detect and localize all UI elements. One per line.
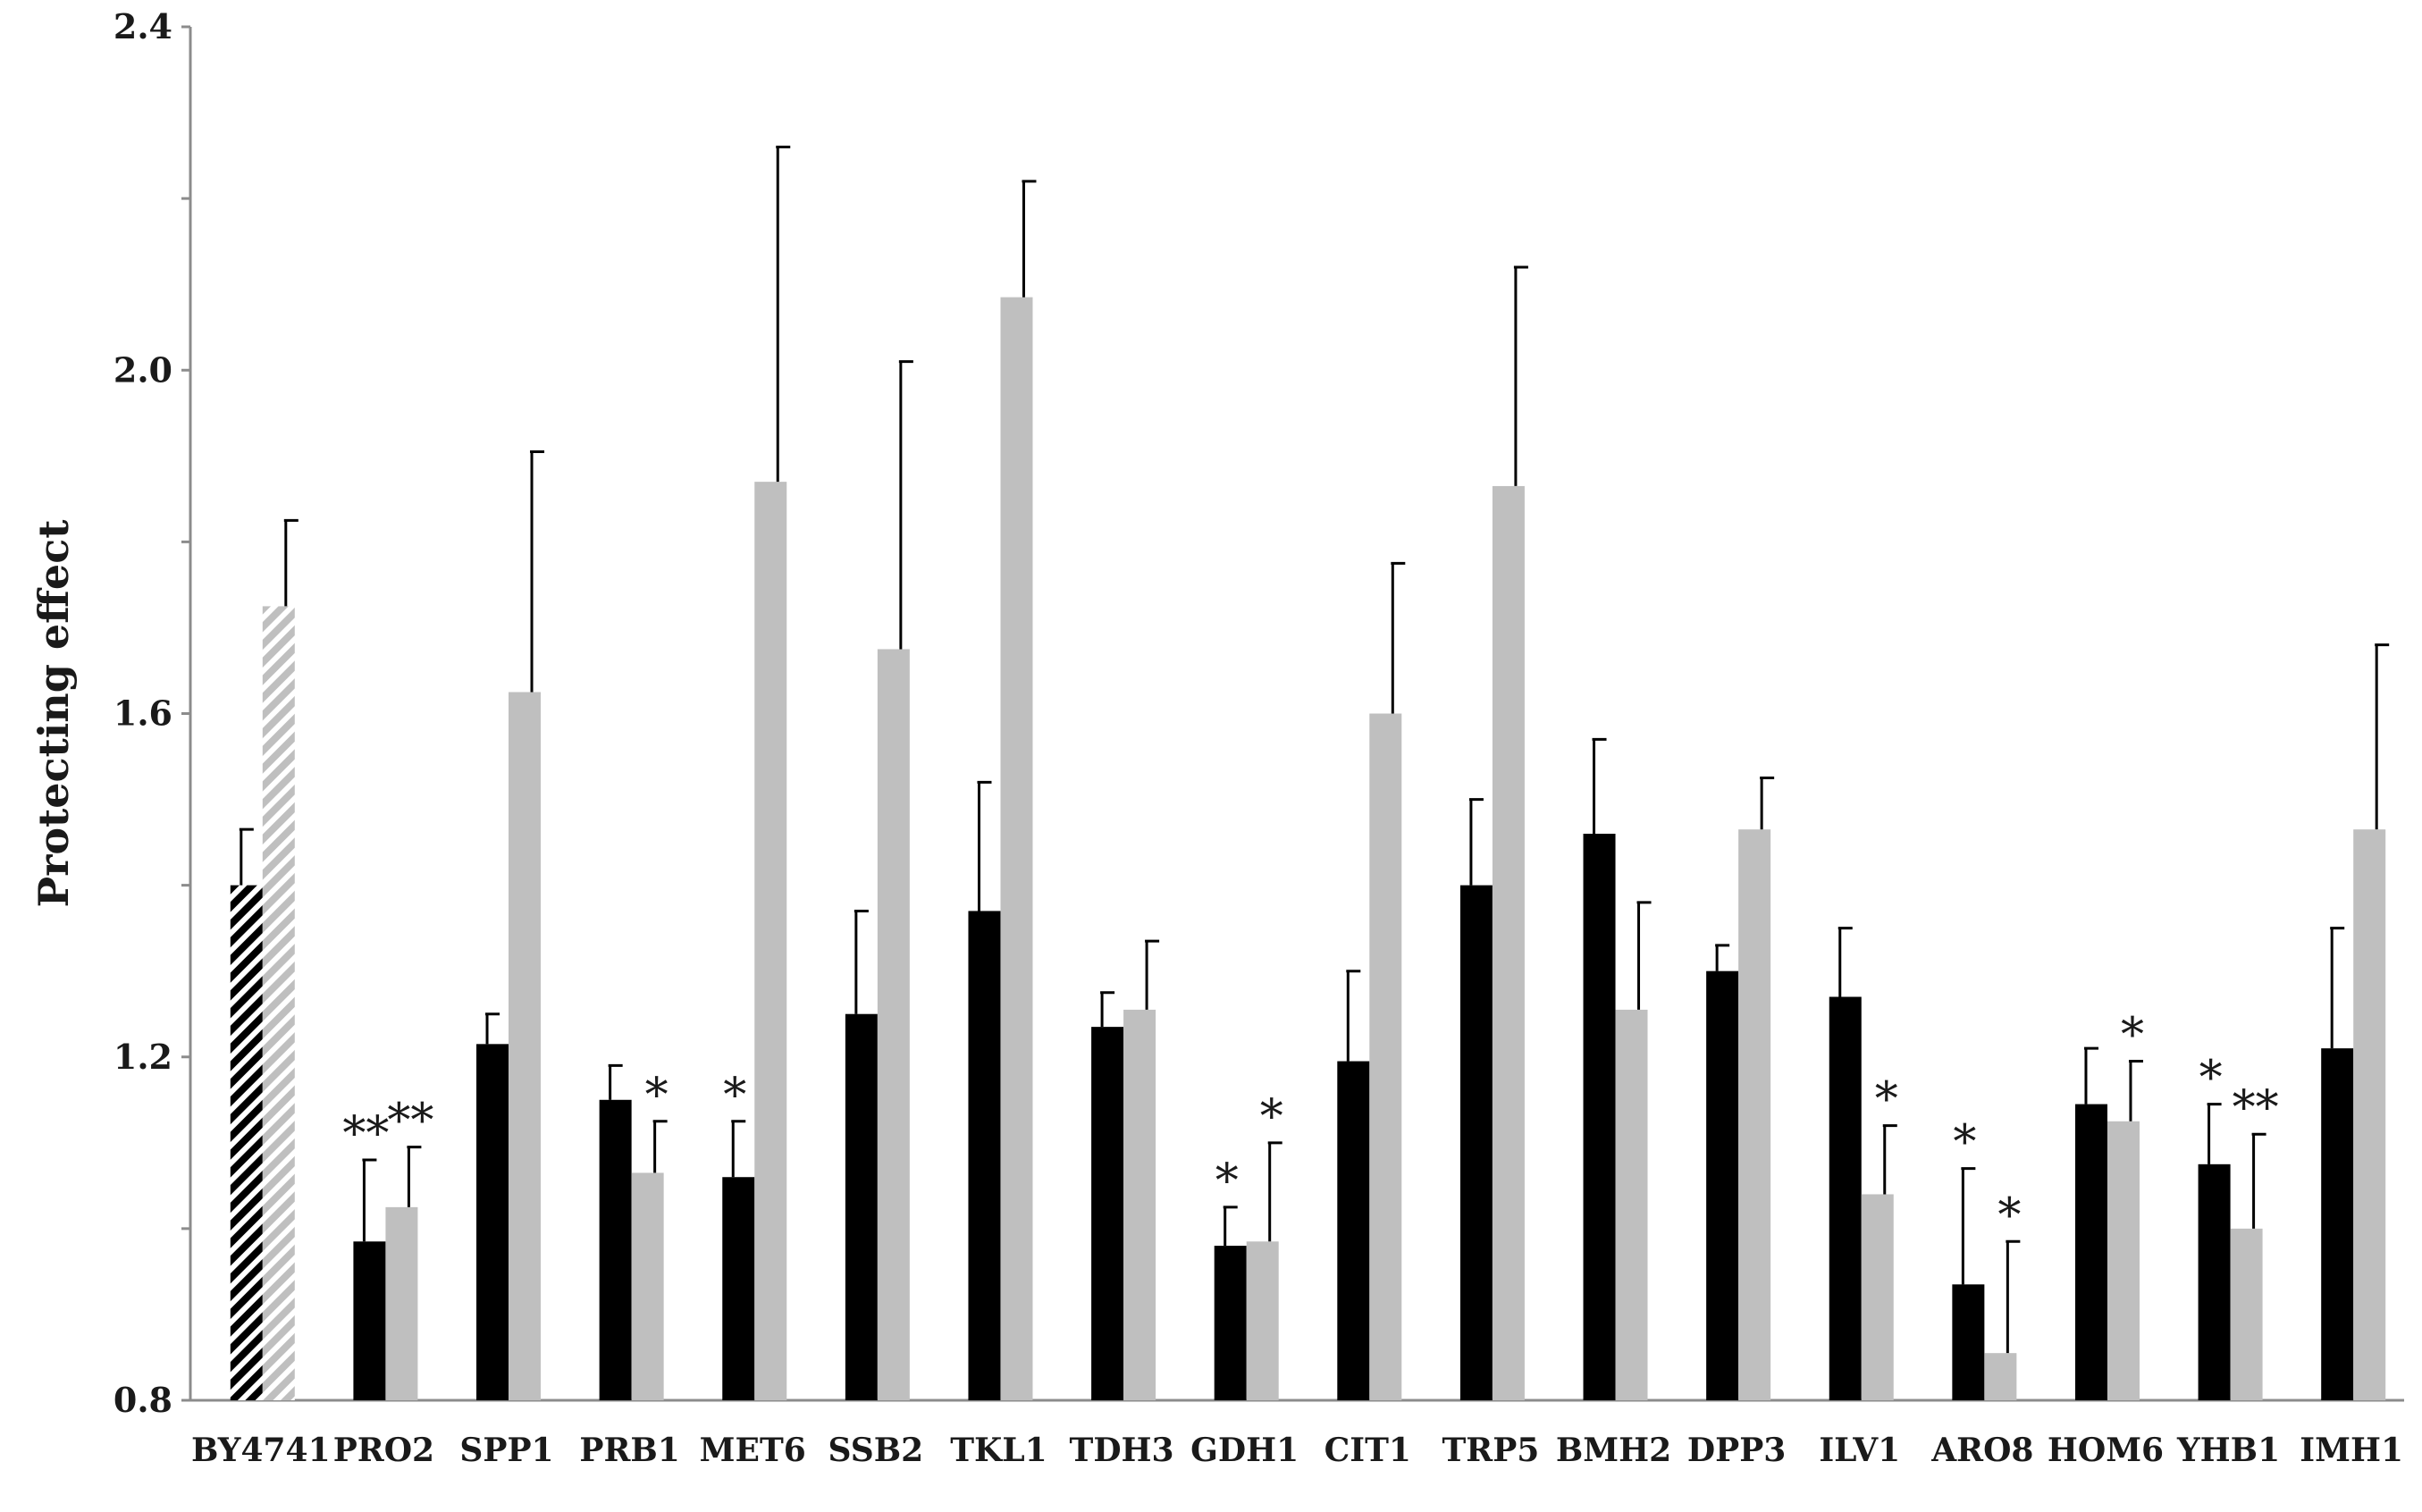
bar-by4741-series2 bbox=[262, 606, 295, 1400]
bar-hom6-series1 bbox=[2074, 1104, 2107, 1400]
x-tick-label: PRB1 bbox=[579, 1432, 679, 1469]
bar-spp1-series1 bbox=[476, 1044, 509, 1400]
bar-ilv1-series2 bbox=[1861, 1194, 1894, 1400]
x-tick-label: SSB2 bbox=[828, 1432, 924, 1469]
y-tick-label: 2.0 bbox=[114, 349, 172, 390]
bar-met6-series1 bbox=[722, 1177, 755, 1400]
significance-aro8-series2: * bbox=[1997, 1189, 2021, 1242]
bars bbox=[230, 297, 2386, 1400]
bar-pro2-series1 bbox=[353, 1241, 386, 1400]
bar-tdh3-series2 bbox=[1123, 1009, 1156, 1400]
bar-prb1-series1 bbox=[599, 1099, 632, 1400]
bar-bmh2-series2 bbox=[1615, 1009, 1648, 1400]
x-tick-label: IMH1 bbox=[2300, 1432, 2403, 1469]
axes bbox=[181, 25, 2404, 1402]
bar-pro2-series2 bbox=[385, 1206, 418, 1400]
bar-ssb2-series2 bbox=[877, 649, 910, 1400]
bar-dpp3-series1 bbox=[1706, 970, 1739, 1400]
bar-trp5-series2 bbox=[1492, 485, 1525, 1400]
bar-yhb1-series1 bbox=[2198, 1163, 2231, 1400]
significance-marks: **** * *** ******* bbox=[342, 1009, 2278, 1243]
y-tick-label: 2.4 bbox=[114, 6, 172, 46]
bar-prb1-series2 bbox=[631, 1172, 664, 1400]
significance-met6-series1: * bbox=[723, 1069, 746, 1122]
significance-gdh1-series1: * bbox=[1215, 1155, 1239, 1208]
x-tick-label: YHB1 bbox=[2176, 1432, 2280, 1469]
significance-hom6-series2: * bbox=[2121, 1009, 2144, 1063]
x-tick-label: ILV1 bbox=[1819, 1432, 1900, 1469]
bar-spp1-series2 bbox=[509, 692, 542, 1400]
significance-aro8-series1: * bbox=[1953, 1116, 1976, 1170]
bar-tkl1-series1 bbox=[968, 911, 1001, 1400]
bar-ilv1-series1 bbox=[1829, 996, 1862, 1400]
x-tick-label: DPP3 bbox=[1687, 1432, 1786, 1469]
y-tick-label: 0.8 bbox=[114, 1380, 172, 1420]
x-tick-label: BY4741 bbox=[191, 1432, 331, 1469]
significance-pro2-series1: ** bbox=[342, 1107, 389, 1161]
x-tick-label: TRP5 bbox=[1442, 1432, 1540, 1469]
bar-tkl1-series2 bbox=[1000, 297, 1033, 1400]
bar-imh1-series1 bbox=[2321, 1048, 2354, 1400]
y-tick-label: 1.2 bbox=[114, 1037, 172, 1077]
significance-pro2-series2: ** bbox=[387, 1095, 433, 1148]
bar-cit1-series1 bbox=[1337, 1061, 1370, 1400]
bar-yhb1-series2 bbox=[2230, 1228, 2263, 1400]
x-tick-label: TDH3 bbox=[1070, 1432, 1174, 1469]
bar-bmh2-series1 bbox=[1583, 833, 1616, 1400]
significance-gdh1-series2: * bbox=[1260, 1090, 1283, 1144]
bar-by4741-series1 bbox=[230, 885, 263, 1400]
significance-yhb1-series2: ** bbox=[2233, 1081, 2279, 1135]
significance-prb1-series2: * bbox=[645, 1069, 669, 1122]
bar-imh1-series2 bbox=[2353, 829, 2386, 1400]
x-tick-label: BMH2 bbox=[1556, 1432, 1671, 1469]
x-tick-label: GDH1 bbox=[1190, 1432, 1299, 1469]
x-tick-label: MET6 bbox=[700, 1432, 806, 1469]
bar-dpp3-series2 bbox=[1738, 829, 1771, 1400]
bar-hom6-series2 bbox=[2107, 1121, 2140, 1400]
x-tick-label: ARO8 bbox=[1930, 1432, 2033, 1469]
x-tick-label: CIT1 bbox=[1325, 1432, 1411, 1469]
significance-yhb1-series1: * bbox=[2199, 1052, 2223, 1105]
bar-trp5-series1 bbox=[1459, 885, 1493, 1400]
bar-tdh3-series1 bbox=[1091, 1027, 1124, 1400]
significance-ilv1-series2: * bbox=[1875, 1073, 1898, 1127]
bar-aro8-series2 bbox=[1984, 1353, 2017, 1400]
x-tick-label: SPP1 bbox=[459, 1432, 553, 1469]
bar-aro8-series1 bbox=[1952, 1284, 1985, 1400]
bar-cit1-series2 bbox=[1369, 713, 1402, 1400]
error-bars bbox=[239, 145, 2390, 1354]
bar-met6-series2 bbox=[754, 482, 787, 1400]
bar-ssb2-series1 bbox=[845, 1013, 878, 1400]
bar-gdh1-series1 bbox=[1214, 1246, 1247, 1400]
bar-gdh1-series2 bbox=[1246, 1241, 1279, 1400]
x-tick-label: HOM6 bbox=[2048, 1432, 2164, 1469]
x-tick-label: TKL1 bbox=[950, 1432, 1047, 1469]
y-axis-label: Protecting effect bbox=[29, 519, 78, 908]
x-tick-label: PRO2 bbox=[333, 1432, 434, 1469]
y-tick-label: 1.6 bbox=[114, 693, 172, 734]
